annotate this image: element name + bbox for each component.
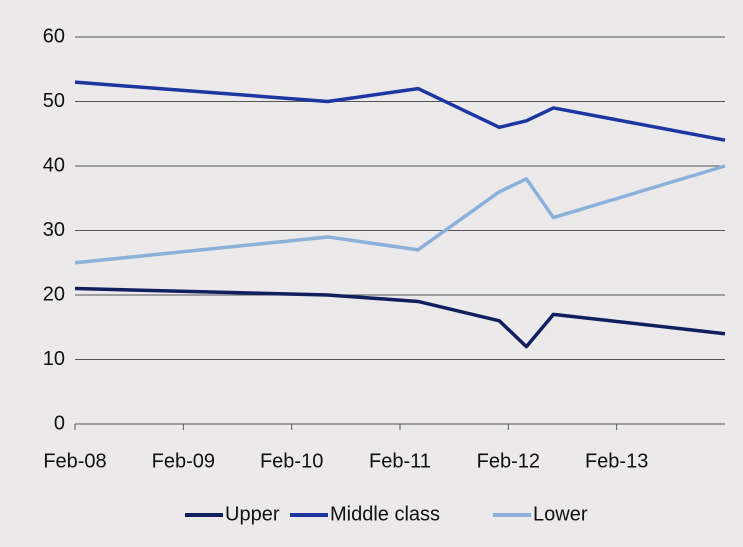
y-tick-label: 10 [43, 348, 65, 370]
legend-label: Upper [225, 503, 280, 525]
x-tick-label: Feb-10 [260, 450, 323, 472]
y-tick-label: 20 [43, 283, 65, 305]
x-tick-label: Feb-12 [477, 450, 540, 472]
line-series [74, 164, 726, 265]
x-tick-label: Feb-08 [43, 450, 106, 472]
y-tick-label: 30 [43, 219, 65, 241]
y-tick-label: 50 [43, 90, 65, 112]
x-tick-label: Feb-13 [585, 450, 648, 472]
legend-label: Middle class [330, 503, 440, 525]
y-tick-label: 0 [54, 412, 65, 434]
y-tick-label: 60 [43, 25, 65, 47]
line-series [74, 80, 726, 142]
x-tick-label: Feb-09 [152, 450, 215, 472]
legend-label: Lower [533, 503, 588, 525]
x-tick-label: Feb-11 [369, 450, 431, 472]
line-series [74, 286, 726, 349]
y-tick-label: 40 [43, 154, 65, 176]
